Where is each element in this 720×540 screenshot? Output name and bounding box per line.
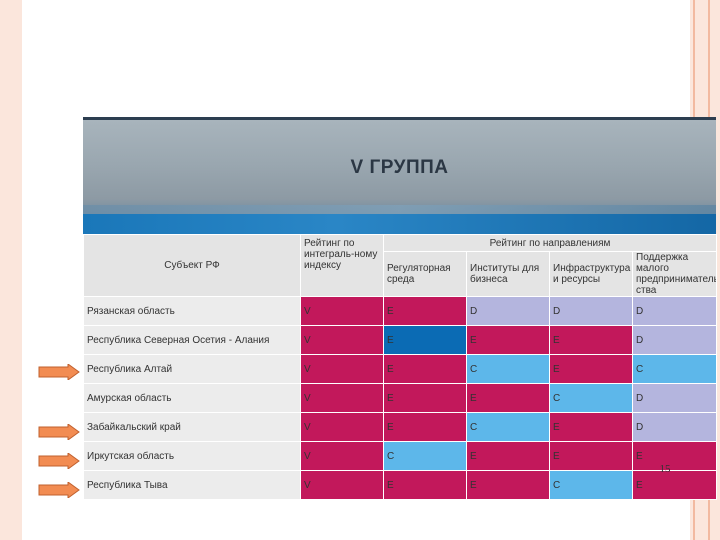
rating-cell-integral: V xyxy=(300,325,384,355)
rating-cell-infrastructure: C xyxy=(549,383,633,413)
table-row: Забайкальский край V E C E D xyxy=(83,412,717,442)
rating-cell-regulatory: C xyxy=(383,441,467,471)
region-name: Иркутская область xyxy=(83,441,301,471)
ratings-table: Субъект РФ Рейтинг по интеграль-ному инд… xyxy=(83,234,717,500)
arrow-marker-icon xyxy=(38,482,80,498)
rating-cell-support: D xyxy=(632,296,717,326)
rating-cell-infrastructure: D xyxy=(549,296,633,326)
rating-cell-institutes: D xyxy=(466,296,550,326)
rating-cell-regulatory: E xyxy=(383,325,467,355)
arrow-marker-icon xyxy=(38,364,80,380)
rating-cell-support: D xyxy=(632,412,717,442)
rating-cell-integral: V xyxy=(300,354,384,384)
rating-cell-support: E xyxy=(632,441,717,471)
rating-cell-regulatory: E xyxy=(383,383,467,413)
rating-cell-infrastructure: E xyxy=(549,354,633,384)
rating-cell-regulatory: E xyxy=(383,296,467,326)
rating-cell-integral: V xyxy=(300,441,384,471)
rating-cell-institutes: E xyxy=(466,383,550,413)
region-name: Республика Алтай xyxy=(83,354,301,384)
rating-cell-integral: V xyxy=(300,296,384,326)
region-name: Рязанская область xyxy=(83,296,301,326)
arrow-marker-icon xyxy=(38,453,80,469)
rating-cell-institutes: E xyxy=(466,441,550,471)
table-row: Амурская область V E E C D xyxy=(83,383,717,413)
rating-cell-institutes: E xyxy=(466,325,550,355)
left-decorative-band xyxy=(0,0,22,540)
rating-cell-regulatory: E xyxy=(383,470,467,500)
region-name: Амурская область xyxy=(83,383,301,413)
table-row: Республика Алтай V E C E C xyxy=(83,354,717,384)
header-institutes: Институты для бизнеса xyxy=(466,251,550,297)
banner-stripe xyxy=(83,214,716,234)
rating-cell-infrastructure: E xyxy=(549,412,633,442)
slide-title: V ГРУППА xyxy=(350,157,449,178)
header-subject: Субъект РФ xyxy=(83,234,301,297)
banner-top-line xyxy=(83,117,716,120)
rating-cell-infrastructure: E xyxy=(549,325,633,355)
header-regulatory: Регуляторная среда xyxy=(383,251,467,297)
rating-cell-support: E xyxy=(632,470,717,500)
rating-cell-integral: V xyxy=(300,470,384,500)
rating-cell-regulatory: E xyxy=(383,354,467,384)
arrow-marker-icon xyxy=(38,424,80,440)
rating-cell-integral: V xyxy=(300,383,384,413)
rating-cell-integral: V xyxy=(300,412,384,442)
rating-cell-support: D xyxy=(632,383,717,413)
header-infrastructure: Инфраструктура и ресурсы xyxy=(549,251,633,297)
table-row: Республика Северная Осетия - Алания V E E E D xyxy=(83,325,717,355)
region-name: Республика Тыва xyxy=(83,470,301,500)
header-directions: Рейтинг по направлениям xyxy=(383,234,717,252)
page-number: 15 xyxy=(659,463,671,475)
table-row: Республика Тыва V E E C E xyxy=(83,470,717,500)
rating-cell-support: D xyxy=(632,325,717,355)
rating-cell-infrastructure: C xyxy=(549,470,633,500)
rating-cell-institutes: E xyxy=(466,470,550,500)
header-integral-rating: Рейтинг по интеграль-ному индексу xyxy=(300,234,384,297)
title-banner: V ГРУППА xyxy=(83,117,716,234)
table-row: Иркутская область V C E E E xyxy=(83,441,717,471)
banner-stripe xyxy=(83,205,716,215)
rating-cell-regulatory: E xyxy=(383,412,467,442)
rating-cell-institutes: C xyxy=(466,412,550,442)
header-support: Поддержка малого предприниматель-ства xyxy=(632,251,717,297)
rating-cell-infrastructure: E xyxy=(549,441,633,471)
table-row: Рязанская область V E D D D xyxy=(83,296,717,326)
region-name: Республика Северная Осетия - Алания xyxy=(83,325,301,355)
rating-cell-support: C xyxy=(632,354,717,384)
region-name: Забайкальский край xyxy=(83,412,301,442)
rating-cell-institutes: C xyxy=(466,354,550,384)
